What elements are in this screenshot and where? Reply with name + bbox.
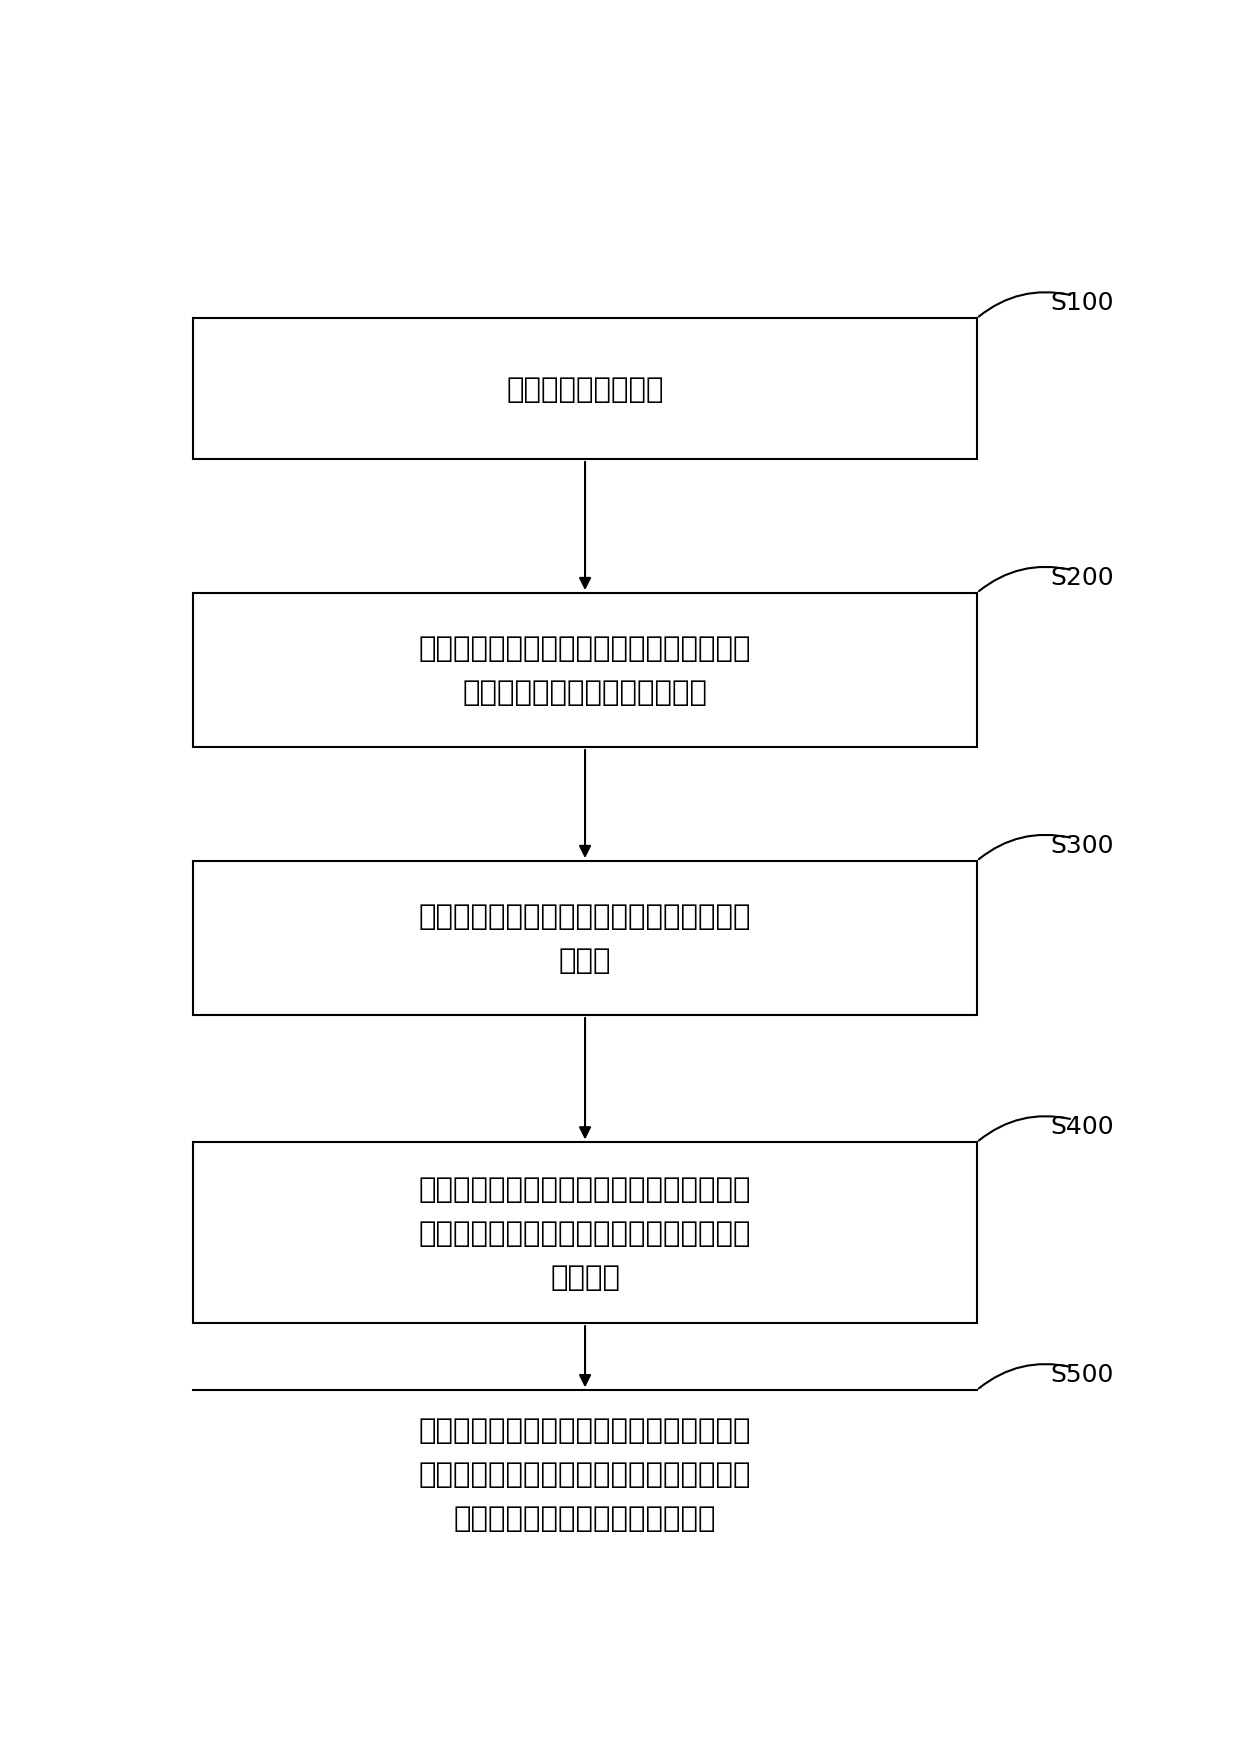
Text: 对待检测设备图像进行基于局部统计的自适: 对待检测设备图像进行基于局部统计的自适 (419, 635, 751, 663)
Bar (193, 320, 977, 459)
Text: 判别函数直线上，获取灰度特征子集的投影: 判别函数直线上，获取灰度特征子集的投影 (419, 1219, 751, 1247)
Text: 将灰度特征子集投影到二维坐标系中预设的: 将灰度特征子集投影到二维坐标系中预设的 (419, 1176, 751, 1203)
Bar (193, 593, 977, 748)
Text: 基于灰度直方图，提取出孔位区域的灰度特: 基于灰度直方图，提取出孔位区域的灰度特 (419, 903, 751, 930)
Bar (193, 861, 977, 1016)
Text: S400: S400 (1050, 1115, 1115, 1139)
Text: 纵坐标值: 纵坐标值 (551, 1263, 620, 1292)
Text: 根据灰度特征子集投影后的纵坐标值与预设: 根据灰度特征子集投影后的纵坐标值与预设 (419, 1416, 751, 1443)
Text: 获取待检测设备图像: 获取待检测设备图像 (506, 376, 663, 403)
Text: S100: S100 (1050, 290, 1114, 315)
Text: 判别函数直线的阈值的大小关系，得到待检: 判别函数直线的阈值的大小关系，得到待检 (419, 1461, 751, 1489)
Text: S500: S500 (1050, 1362, 1114, 1386)
Text: S300: S300 (1050, 833, 1114, 857)
Text: 征子集: 征子集 (559, 946, 611, 974)
Bar (193, 1143, 977, 1323)
Text: 应动态阈值分割，获取孔位区域: 应动态阈值分割，获取孔位区域 (463, 678, 708, 706)
Text: 测设备图像对应的设备的缺陷状态: 测设备图像对应的设备的缺陷状态 (454, 1504, 717, 1532)
Text: S200: S200 (1050, 565, 1115, 590)
